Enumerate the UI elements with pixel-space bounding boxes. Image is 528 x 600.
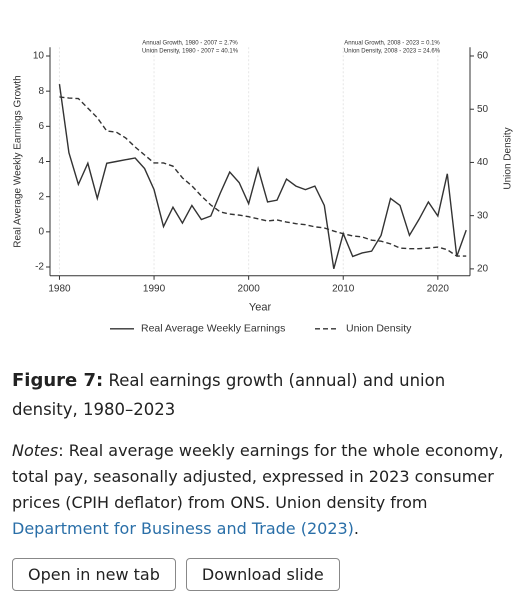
notes-link[interactable]: Department for Business and Trade (2023)	[12, 519, 354, 538]
y2-tick-label: 60	[477, 51, 489, 62]
x-tick-label: 1990	[143, 283, 166, 294]
annotation: Annual Growth, 2008 - 2023 = 0.1%	[344, 41, 440, 47]
notes-text: : Real average weekly earnings for the w…	[12, 441, 504, 512]
notes: Notes: Real average weekly earnings for …	[12, 438, 516, 542]
series-line	[58, 84, 467, 269]
notes-label: Notes	[12, 441, 59, 460]
caption-text: Real earnings growth (annual) and union …	[12, 371, 446, 419]
y2-axis-label: Union Density	[503, 127, 514, 189]
button-row: Open in new tab Download slide	[12, 558, 516, 591]
x-axis-label: Year	[249, 302, 272, 314]
y-tick-label: 8	[38, 86, 44, 97]
y2-tick-label: 50	[477, 104, 489, 115]
y-tick-label: 10	[33, 51, 45, 62]
y-tick-label: -2	[35, 262, 44, 273]
y2-tick-label: 40	[477, 157, 489, 168]
legend-label: Real Average Weekly Earnings	[141, 323, 285, 335]
series-line	[59, 96, 467, 257]
x-tick-label: 1980	[48, 283, 71, 294]
chart: 1980 1990 2000 2010 2020 -2 0 2 4 6 8 10 20 30 40 50 60 Y…	[13, 41, 514, 335]
annotation: Union Density, 1980 - 2007 = 40.1%	[142, 49, 239, 55]
annotation: Union Density, 2008 - 2023 = 24.6%	[344, 49, 441, 55]
y-tick-label: 4	[38, 156, 44, 167]
x-tick-label: 2020	[427, 283, 450, 294]
legend-label: Union Density	[346, 323, 412, 335]
caption: Figure 7: Real earnings growth (annual) …	[12, 366, 516, 424]
notes-end: .	[353, 519, 360, 538]
x-tick-label: 2000	[238, 283, 261, 294]
y2-tick-label: 20	[477, 264, 489, 275]
caption-label: Figure 7:	[12, 370, 104, 391]
y-tick-label: 2	[38, 191, 44, 202]
y-tick-label: 6	[38, 121, 44, 132]
open-button[interactable]: Open in new tab	[12, 558, 176, 591]
x-tick-label: 2010	[332, 283, 355, 294]
y-axis-label: Real Average Weekly Earnings Growth	[13, 75, 24, 248]
annotation: Annual Growth, 1980 - 2007 = 2.7%	[142, 41, 238, 47]
y2-tick-label: 30	[477, 210, 489, 221]
y-tick-label: 0	[38, 226, 44, 237]
download-button[interactable]: Download slide	[185, 558, 340, 591]
